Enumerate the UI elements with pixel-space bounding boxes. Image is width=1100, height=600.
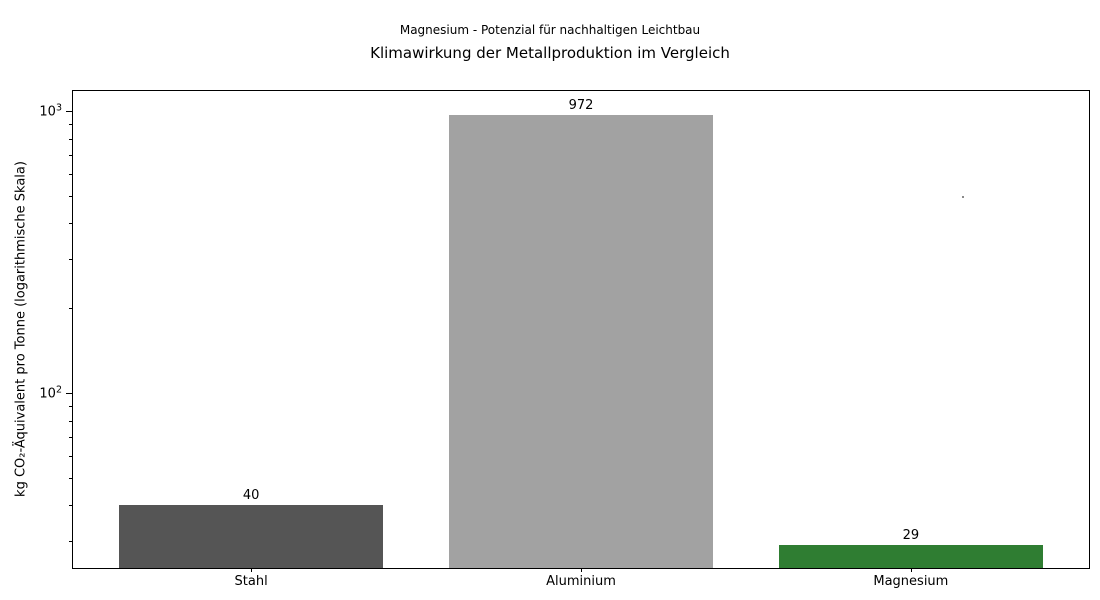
chart-subtitle: Magnesium - Potenzial für nachhaltigen L… bbox=[399, 23, 701, 37]
plot-area: 40 Stahl 972 Aluminium 29 Magnesium 102 103 bbox=[39, 90, 1090, 589]
y-minor-tick-mark bbox=[68, 420, 72, 422]
y-minor-tick-mark bbox=[68, 436, 72, 438]
y-minor-tick-mark bbox=[68, 505, 72, 507]
x-tick-mark bbox=[251, 568, 253, 572]
y-minor-tick-mark bbox=[68, 154, 72, 156]
y-minor-tick-mark bbox=[68, 258, 72, 260]
bar-aluminium bbox=[449, 114, 713, 568]
y-axis-label: kg CO₂-Äquivalent pro Tonne (logarithmis… bbox=[13, 161, 29, 497]
y-minor-tick-mark bbox=[68, 173, 72, 175]
bar-value-label: 972 bbox=[568, 97, 594, 113]
x-tick-label: Magnesium bbox=[873, 574, 949, 589]
y-minor-tick-mark bbox=[68, 124, 72, 126]
stray-dot bbox=[962, 196, 964, 198]
x-tick-label: Aluminium bbox=[546, 574, 616, 589]
bar-value-label: 29 bbox=[902, 527, 920, 543]
y-minor-tick-mark bbox=[68, 455, 72, 457]
y-tick-label: 103 bbox=[39, 102, 62, 120]
bar-value-label: 40 bbox=[242, 488, 260, 504]
y-minor-tick-mark bbox=[68, 138, 72, 140]
bar-magnesium bbox=[778, 544, 1043, 568]
x-tick-label: Stahl bbox=[234, 574, 268, 589]
y-minor-tick-mark bbox=[68, 540, 72, 542]
x-tick-mark bbox=[581, 568, 582, 572]
y-minor-tick-mark bbox=[68, 308, 72, 310]
x-tick-mark bbox=[910, 568, 912, 572]
chart-title: Klimawirkung der Metallproduktion im Ver… bbox=[370, 44, 730, 62]
y-major-tick-mark bbox=[66, 111, 72, 113]
y-minor-tick-mark bbox=[68, 478, 72, 480]
y-minor-tick-mark bbox=[68, 406, 72, 408]
y-major-tick-mark bbox=[66, 393, 72, 395]
y-minor-tick-mark bbox=[68, 196, 72, 198]
y-minor-tick-mark bbox=[68, 223, 72, 225]
y-tick-label: 102 bbox=[39, 384, 62, 402]
bar-stahl bbox=[119, 505, 384, 568]
